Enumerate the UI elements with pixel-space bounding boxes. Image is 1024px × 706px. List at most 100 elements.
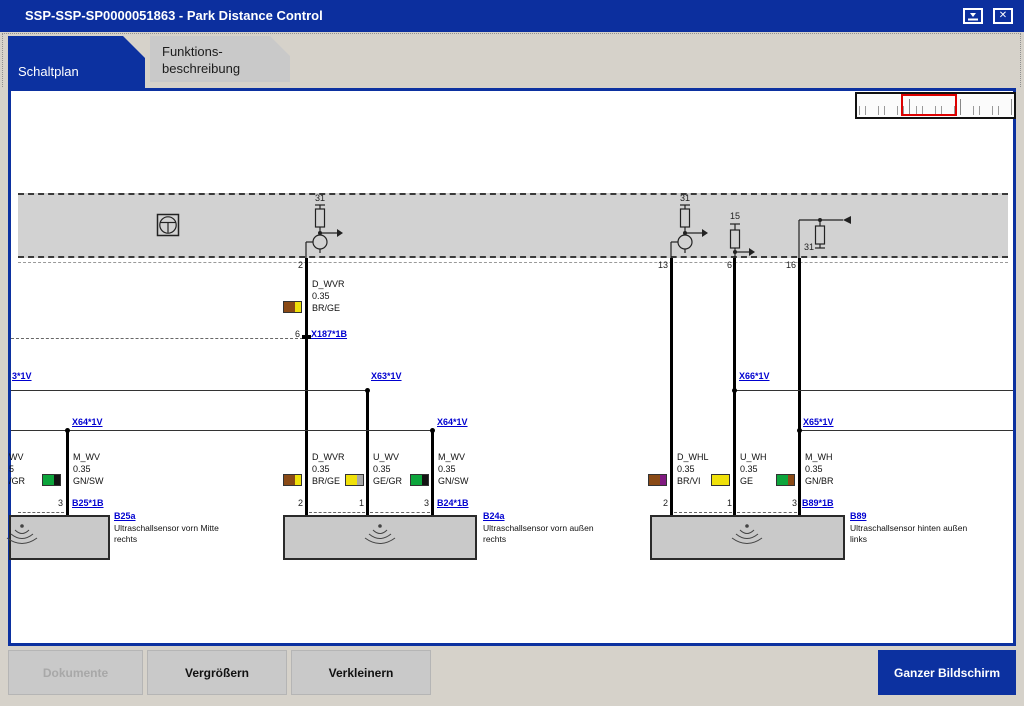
wire-color-swatch (283, 474, 302, 486)
bus-link-x64[interactable]: X64*1V (437, 417, 468, 427)
pin-number: 2 (297, 498, 303, 508)
pin-number: 2 (297, 260, 303, 270)
ultrasonic-icon (731, 524, 763, 544)
connector-mark (302, 335, 311, 339)
band-lower-dashed-line (18, 262, 1008, 263)
wire-color-swatch (345, 474, 364, 486)
component-link-b24a[interactable]: B24a (483, 511, 505, 521)
pin-number: 3 (57, 498, 63, 508)
pin-number: 3 (423, 498, 429, 508)
wire-d-wvr (305, 258, 308, 515)
wire-label: D_WHL 0.35 BR/VI (677, 452, 709, 486)
bus-x63 (11, 390, 368, 391)
module-boundary-dashed (11, 338, 303, 339)
wire-m-wv-left (66, 430, 69, 515)
bus-x66 (735, 390, 1013, 391)
wire-label: U_WV 0.35 GE/GR (373, 452, 403, 486)
schematic-canvas[interactable] (8, 88, 1016, 646)
connector-link-b89-1b[interactable]: B89*1B (802, 498, 834, 508)
supply-resistor-symbol (729, 223, 755, 258)
component-link-b89[interactable]: B89 (850, 511, 867, 521)
tab-strip (2, 33, 1021, 87)
component-link-b25a[interactable]: B25a (114, 511, 136, 521)
pin-number: 3 (791, 498, 797, 508)
dock-bottom-icon[interactable] (963, 8, 983, 24)
bus-x64 (11, 430, 433, 431)
pin-number: 6 (726, 260, 732, 270)
tab-funktions-line2: beschreibung (162, 61, 241, 76)
minimap-viewport-rect[interactable] (901, 94, 957, 116)
wire-label: M_WV 0.35 GN/SW (73, 452, 104, 486)
pin-number: 1 (726, 498, 732, 508)
wire-color-swatch (776, 474, 795, 486)
junction-dot (732, 388, 737, 393)
ganzer-bildschirm-button[interactable]: Ganzer Bildschirm (878, 650, 1016, 695)
wire-u-wv (366, 390, 369, 515)
component-caption: Ultraschallsensor vorn Mitte rechts (114, 523, 219, 544)
pin-dashed-line (309, 512, 365, 513)
vergroessern-button[interactable]: Vergrößern (147, 650, 287, 695)
pin-number: 6 (294, 329, 300, 339)
bus-link-x64[interactable]: X64*1V (72, 417, 103, 427)
component-caption: Ultraschallsensor hinten außen links (850, 523, 968, 544)
junction-dot (797, 428, 802, 433)
connector-link-b24-1b[interactable]: B24*1B (437, 498, 469, 508)
junction-dot (430, 428, 435, 433)
terminal-31-label: 31 (314, 193, 325, 203)
module-band (18, 193, 1008, 258)
wire-color-swatch (410, 474, 429, 486)
terminal-31-label: 31 (803, 242, 814, 252)
connector-link-b25-1b[interactable]: B25*1B (72, 498, 104, 508)
wire-u-wh (733, 258, 736, 515)
pin-dashed-line (674, 512, 732, 513)
ultrasonic-icon (6, 524, 38, 544)
tab-schaltplan[interactable]: Schaltplan (8, 36, 145, 88)
verkleinern-button[interactable]: Verkleinern (291, 650, 431, 695)
ground-switch-symbol (670, 204, 708, 258)
close-icon[interactable]: ✕ (993, 8, 1013, 24)
bus-link-x63[interactable]: X63*1V (371, 371, 402, 381)
wire-d-whl (670, 258, 673, 515)
pin-dashed-line (370, 512, 430, 513)
pin-dashed-line (737, 512, 797, 513)
ground-resistor-symbol (798, 216, 851, 258)
terminal-15-label: 15 (729, 211, 740, 221)
wire-label: M_WH 0.35 GN/BR (805, 452, 834, 486)
window-title: SSP-SSP-SP0000051863 - Park Distance Con… (25, 8, 323, 23)
wire-color-swatch (648, 474, 667, 486)
sensor-box-b24a (283, 515, 477, 560)
wire-label: U_WH 0.35 GE (740, 452, 767, 486)
wire-color-swatch (42, 474, 61, 486)
pin-dashed-line (18, 512, 64, 513)
pin-number: 1 (358, 498, 364, 508)
wire-label: D_WVR 0.35 BR/GE (312, 279, 345, 313)
minimap-thumbnail (859, 99, 1012, 115)
pin-number: 13 (657, 260, 668, 270)
bus-link-x63-clipped[interactable]: 3*1V (12, 371, 32, 381)
wire-m-wh (798, 258, 801, 515)
dokumente-button[interactable]: Dokumente (8, 650, 143, 695)
bus-link-x65[interactable]: X65*1V (803, 417, 834, 427)
title-bar: SSP-SSP-SP0000051863 - Park Distance Con… (0, 0, 1024, 32)
sensor-box-b89 (650, 515, 845, 560)
component-icon (156, 213, 180, 237)
ultrasonic-icon (364, 524, 396, 544)
tab-funktions-line1: Funktions- (162, 44, 223, 59)
junction-dot (65, 428, 70, 433)
wire-label: M_WV 0.35 GN/SW (438, 452, 469, 486)
connector-link-x187-1b[interactable]: X187*1B (311, 329, 348, 339)
pin-number: 2 (662, 498, 668, 508)
wire-color-swatch (711, 474, 730, 486)
bus-link-x66[interactable]: X66*1V (739, 371, 770, 381)
pin-number: 16 (785, 260, 796, 270)
terminal-31-label: 31 (679, 193, 690, 203)
minimap-navigator[interactable] (855, 92, 1016, 119)
tab-funktionsbeschreibung[interactable]: Funktions- beschreibung (150, 36, 290, 82)
ground-switch-symbol (305, 204, 343, 258)
junction-dot (365, 388, 370, 393)
wire-label: D_WVR 0.35 BR/GE (312, 452, 345, 486)
component-caption: Ultraschallsensor vorn außen rechts (483, 523, 594, 544)
bus-x65 (800, 430, 1013, 431)
wire-label-clipped: WV 5 /GR (9, 452, 26, 486)
